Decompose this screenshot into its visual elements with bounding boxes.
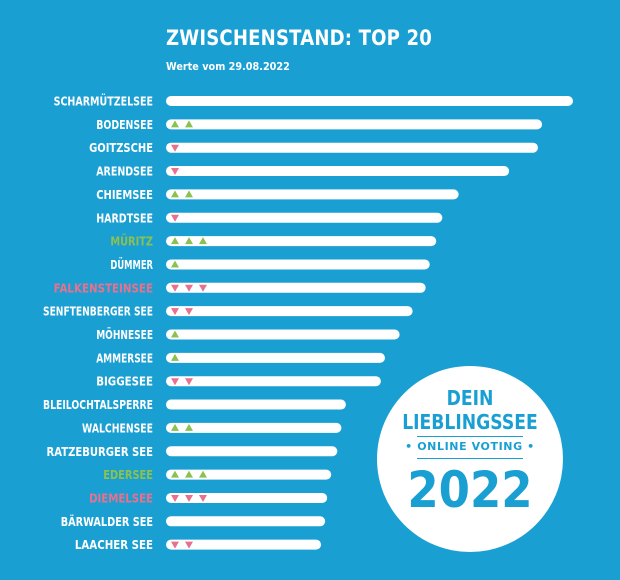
category-label: LAACHER SEE (75, 537, 153, 552)
bar (166, 212, 443, 223)
trend-down-marker (171, 214, 179, 222)
category-label: SENFTENBERGER SEE (43, 304, 153, 319)
trend-down-marker (171, 541, 179, 549)
category-label: BÄRWALDER SEE (61, 514, 153, 529)
trend-up-marker (171, 330, 179, 338)
trend-down-marker (171, 308, 179, 316)
trend-up-marker (185, 190, 193, 198)
trend-up-marker (199, 237, 207, 245)
category-label: BODENSEE (96, 117, 153, 132)
category-label: RATZEBURGER SEE (47, 444, 154, 459)
category-label: DIEMELSEE (89, 490, 153, 505)
bar (166, 189, 459, 200)
bar (166, 539, 322, 550)
category-label: CHIEMSEE (96, 187, 153, 202)
bar (166, 259, 430, 270)
category-label: BLEILOCHTALSPERRE (43, 397, 153, 412)
bar (166, 469, 332, 480)
bar (166, 446, 338, 457)
trend-down-marker (171, 378, 179, 386)
category-label: ARENDSEE (96, 164, 153, 179)
trend-down-marker (199, 284, 207, 292)
trend-up-marker (171, 237, 179, 245)
bar (166, 516, 326, 527)
category-label: AMMERSEE (96, 350, 153, 365)
trend-down-marker (185, 494, 193, 502)
trend-up-marker (171, 120, 179, 128)
trend-down-marker (171, 494, 179, 502)
trend-down-marker (171, 144, 179, 152)
trend-down-marker (185, 378, 193, 386)
trend-down-marker (171, 284, 179, 292)
category-label: MÖHNESEE (96, 327, 153, 342)
badge-line-3: • ONLINE VOTING • (405, 440, 535, 453)
voting-badge: DEIN LIEBLINGSSEE • ONLINE VOTING • 2022 (377, 366, 563, 552)
bar (166, 399, 346, 410)
bar (166, 282, 426, 293)
trend-up-marker (171, 423, 179, 431)
badge-rule-top (417, 436, 523, 437)
badge-year: 2022 (407, 461, 533, 519)
chart-subtitle: Werte vom 29.08.2022 (166, 60, 290, 73)
trend-up-marker (185, 120, 193, 128)
bar (166, 142, 538, 153)
category-label: DÜMMER (110, 257, 153, 272)
trend-up-marker (185, 237, 193, 245)
badge-rule-bottom (417, 458, 523, 459)
bar (166, 236, 437, 247)
bar (166, 376, 381, 387)
trend-down-marker (171, 168, 179, 176)
badge-line-2: LIEBLINGSSEE (402, 410, 538, 434)
category-label: BIGGESEE (96, 374, 153, 389)
trend-down-marker (185, 284, 193, 292)
bar (166, 166, 510, 177)
bar (166, 352, 385, 363)
category-label: GOITZSCHE (89, 140, 153, 155)
bar (166, 422, 342, 433)
bar (166, 329, 400, 340)
chart-title: ZWISCHENSTAND: TOP 20 (166, 26, 433, 50)
category-label: MÜRITZ (110, 234, 153, 249)
category-label: FALKENSTEINSEE (54, 280, 153, 295)
bar (166, 119, 543, 130)
trend-up-marker (185, 423, 193, 431)
trend-down-marker (185, 308, 193, 316)
trend-down-marker (185, 541, 193, 549)
bar (166, 96, 573, 106)
category-label: SCHARMÜTZELSEE (54, 94, 153, 109)
trend-up-marker (171, 353, 179, 361)
category-label: HARDTSEE (96, 210, 153, 225)
badge-line-1: DEIN (446, 386, 494, 410)
trend-down-marker (199, 494, 207, 502)
bar (166, 306, 413, 317)
category-label: EDERSEE (103, 467, 153, 482)
trend-up-marker (199, 470, 207, 478)
category-label: WALCHENSEE (82, 420, 153, 435)
trend-up-marker (171, 470, 179, 478)
trend-up-marker (185, 470, 193, 478)
trend-up-marker (171, 260, 179, 268)
trend-up-marker (171, 190, 179, 198)
